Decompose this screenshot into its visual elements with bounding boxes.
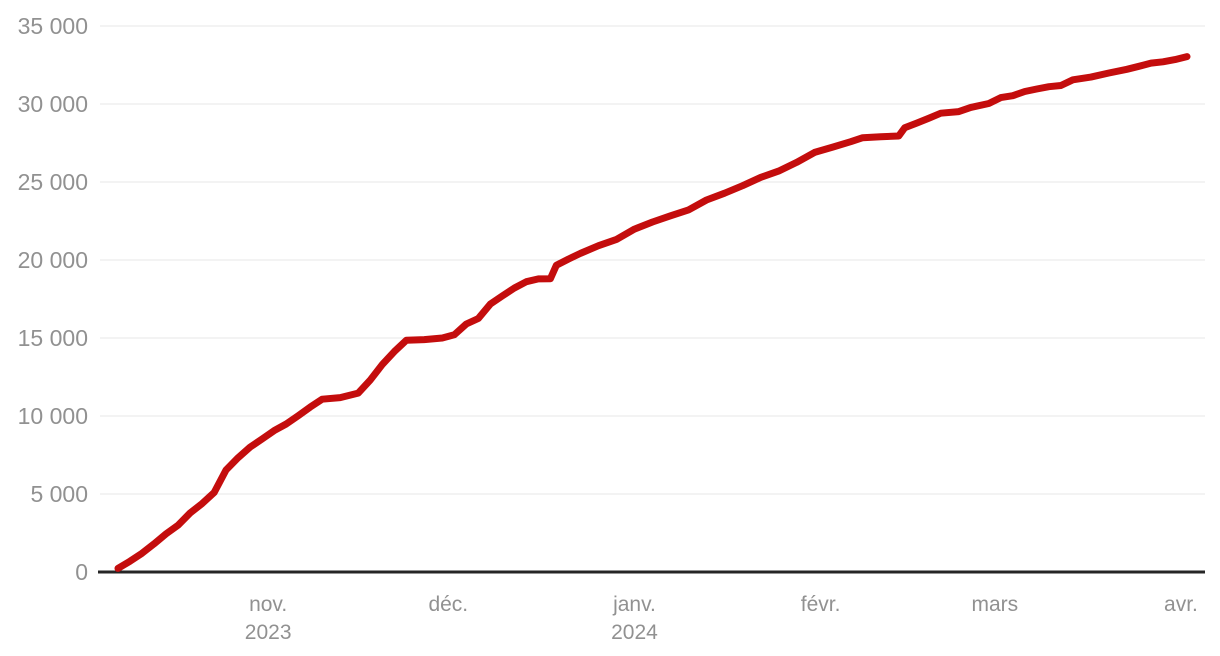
x-axis-tick-label: déc.: [428, 593, 468, 616]
x-axis-tick-label: janv.: [612, 593, 656, 616]
y-axis-tick-label: 30 000: [18, 91, 88, 117]
x-axis-tick-label: nov.: [249, 593, 287, 616]
y-axis-labels: 0 5 000 10 000 15 000 20 000 25 000 30 000 35 0…: [18, 13, 88, 585]
y-axis-tick-label: 25 000: [18, 169, 88, 195]
y-axis-tick-label: 15 000: [18, 325, 88, 351]
x-axis-year-label: 2024: [611, 621, 658, 644]
y-axis-tick-label: 20 000: [18, 247, 88, 273]
y-axis-tick-label: 5 000: [30, 481, 88, 507]
x-axis-labels: nov. 2023 déc. janv. 2024 févr. mars avr.: [245, 593, 1198, 644]
x-axis-tick-label: févr.: [801, 593, 841, 616]
data-line: [114, 53, 1191, 572]
y-axis-tick-label: 0: [75, 559, 88, 585]
gridlines: [100, 25, 1205, 495]
y-axis-tick-label: 10 000: [18, 403, 88, 429]
x-axis-year-label: 2023: [245, 621, 292, 644]
y-axis-tick-label: 35 000: [18, 13, 88, 39]
x-axis-tick-label: avr.: [1164, 593, 1198, 616]
x-axis-tick-label: mars: [971, 593, 1018, 616]
